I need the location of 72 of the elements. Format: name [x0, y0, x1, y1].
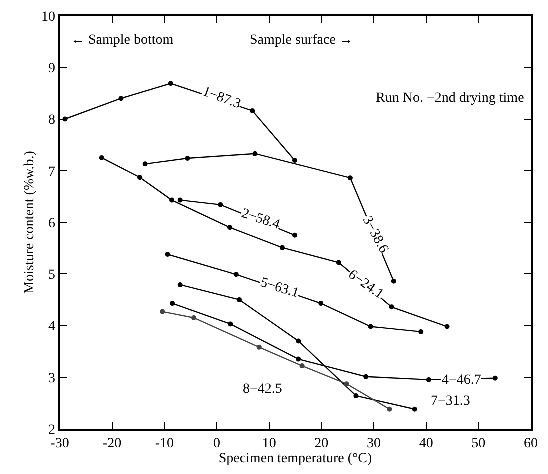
- point: [218, 202, 224, 208]
- point: [492, 376, 498, 381]
- point: [292, 158, 298, 164]
- annotation: 5−63.1: [258, 276, 301, 302]
- y-axis-title: Moisture content (%w.b.): [22, 150, 38, 294]
- point: [252, 151, 258, 156]
- point: [142, 162, 148, 167]
- point: [344, 382, 350, 387]
- y-tick-label: 10: [41, 10, 56, 25]
- point: [296, 338, 302, 344]
- point: [160, 309, 166, 314]
- y-tick-label: 4: [48, 320, 56, 335]
- y-tick-label: 9: [48, 62, 56, 77]
- point: [412, 406, 418, 412]
- annotation: 7−31.3: [431, 394, 470, 409]
- point: [178, 282, 183, 288]
- y-tick-label: 5: [48, 268, 56, 284]
- y-tick-label: 3: [48, 371, 56, 386]
- point: [387, 406, 392, 412]
- annotation: Sample surface →: [250, 33, 354, 48]
- point: [296, 356, 302, 362]
- point: [234, 272, 239, 278]
- x-tick-label: 0: [214, 436, 220, 452]
- x-tick-label: -10: [155, 436, 174, 452]
- x-tick-label: 50: [472, 436, 486, 452]
- x-tick-label: 40: [419, 436, 434, 452]
- x-tick-label: 30: [367, 436, 381, 452]
- point: [354, 393, 359, 398]
- point: [292, 232, 298, 238]
- point: [170, 301, 176, 306]
- x-tick-label: -20: [102, 436, 122, 452]
- y-tick-label: 6: [48, 216, 56, 232]
- point: [191, 316, 196, 321]
- point: [237, 297, 242, 302]
- annotation: 8−42.5: [243, 382, 282, 397]
- point: [228, 225, 233, 230]
- point: [250, 108, 256, 114]
- annotation: 4−46.7: [442, 373, 482, 388]
- point: [168, 81, 174, 86]
- point: [418, 329, 424, 334]
- point: [280, 245, 285, 250]
- point: [318, 301, 324, 306]
- annotation: 1−87.3: [200, 84, 243, 112]
- point: [368, 324, 374, 330]
- point: [300, 364, 305, 369]
- point: [118, 96, 124, 102]
- annotation: Run No. −2nd drying time: [376, 91, 524, 106]
- y-tick-label: 2: [48, 422, 56, 438]
- point: [138, 175, 143, 180]
- y-tick-label: 7: [48, 164, 56, 180]
- annotation: ← Sample bottom: [71, 33, 174, 48]
- point: [169, 198, 174, 203]
- x-axis-title: Specimen temperature (°C): [218, 452, 372, 467]
- point: [185, 156, 190, 161]
- annotation: 2−58.4: [240, 206, 282, 233]
- point: [228, 322, 234, 327]
- point: [444, 324, 450, 330]
- point: [389, 304, 394, 310]
- point: [256, 344, 262, 350]
- point: [336, 260, 342, 266]
- point: [348, 176, 353, 181]
- x-tick-label: 60: [524, 436, 538, 452]
- point: [178, 198, 183, 203]
- point: [364, 374, 369, 380]
- x-tick-label: 10: [262, 436, 276, 452]
- point: [99, 155, 104, 160]
- point: [391, 278, 396, 284]
- x-tick-label: 20: [314, 436, 329, 452]
- point: [426, 377, 432, 382]
- point: [165, 252, 170, 258]
- y-tick-label: 8: [48, 113, 56, 128]
- x-tick-label: -30: [50, 436, 70, 452]
